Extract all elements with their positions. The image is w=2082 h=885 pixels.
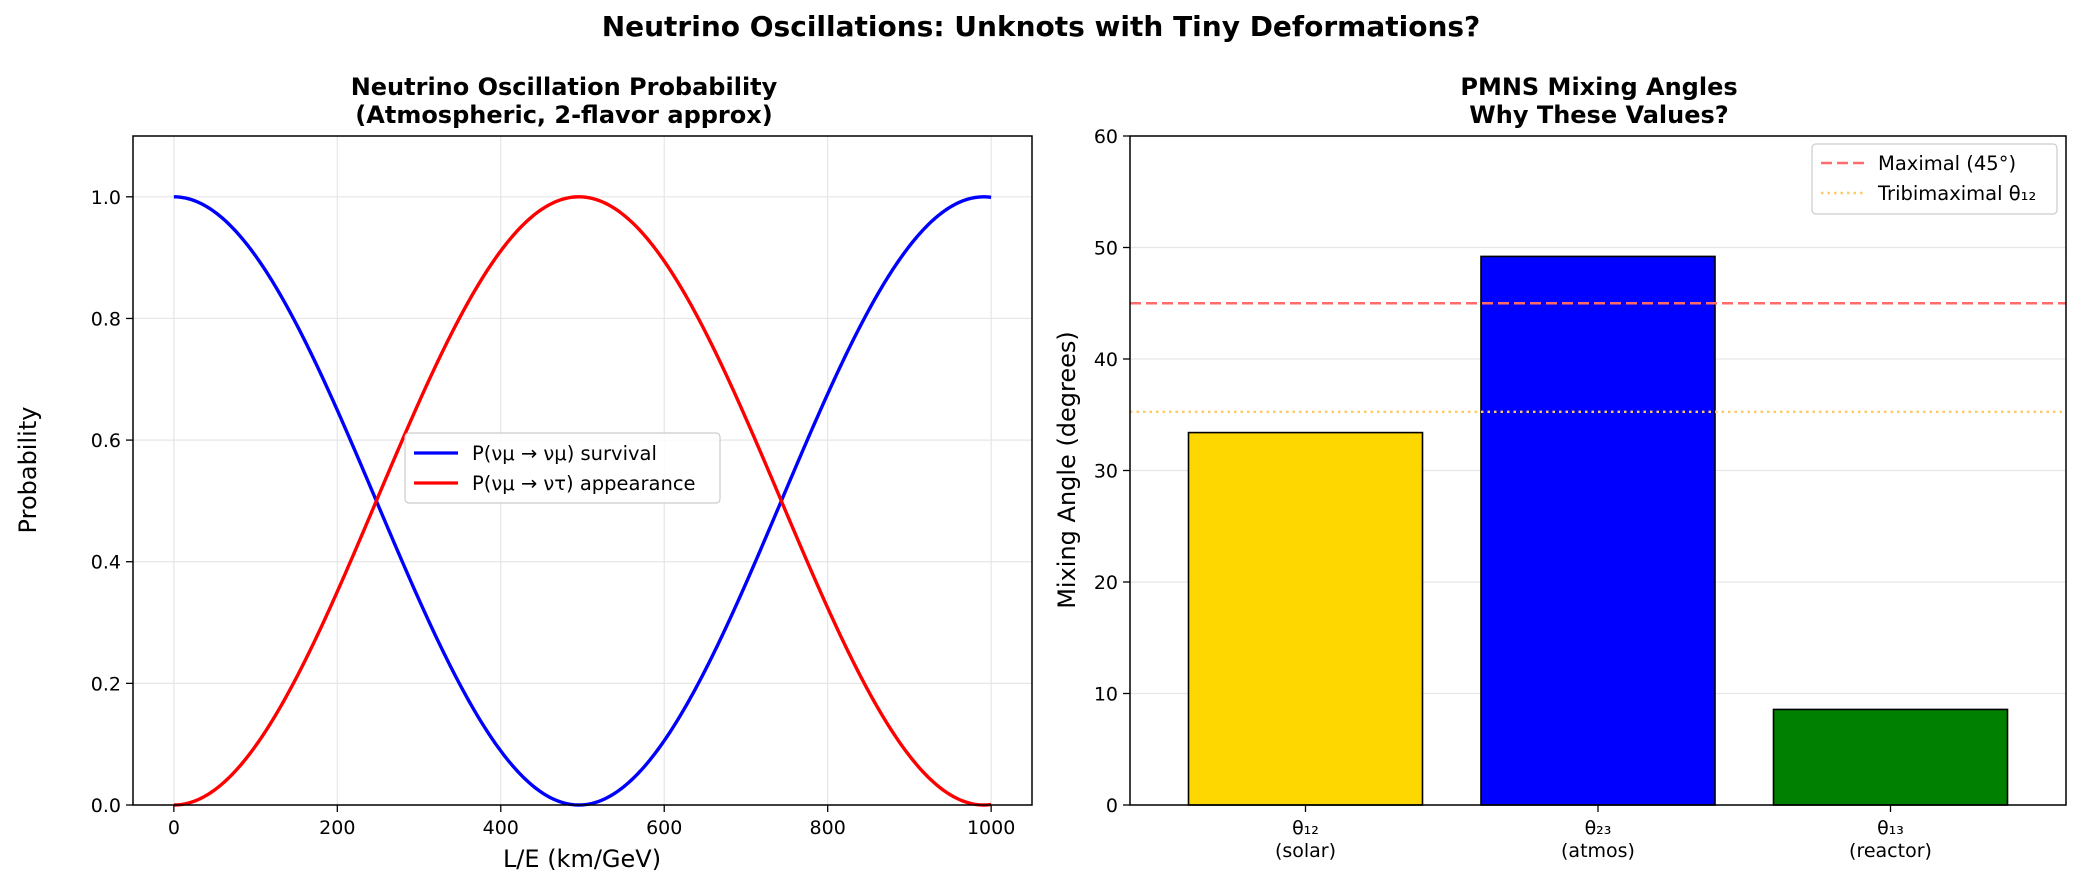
chart1-legend-label-survival: P(νμ → νμ) survival bbox=[472, 442, 657, 465]
chart1-legend: P(νμ → νμ) survival P(νμ → ντ) appearanc… bbox=[404, 432, 721, 504]
chart2-ytick-label: 60 bbox=[1094, 126, 1118, 148]
chart1-xtick-label: 200 bbox=[319, 817, 355, 839]
chart1-ylabel: Probability bbox=[14, 407, 42, 534]
chart2-xtick-label-name: (reactor) bbox=[1849, 840, 1932, 862]
chart2-reference-lines bbox=[1130, 302, 2066, 414]
chart1-ytick-label: 0.4 bbox=[91, 552, 121, 574]
chart2-ytick-label: 10 bbox=[1094, 684, 1118, 706]
chart2-xtick-label-name: (atmos) bbox=[1561, 840, 1635, 862]
chart1-ytick-label: 0.8 bbox=[91, 308, 121, 330]
chart1-xtick-label: 0 bbox=[168, 817, 180, 839]
chart1-xtick-label: 800 bbox=[810, 817, 846, 839]
chart2-ytick-label: 20 bbox=[1094, 572, 1118, 594]
chart2-legend: Maximal (45°) Tribimaximal θ₁₂ bbox=[1811, 143, 2058, 215]
chart2-bars bbox=[1187, 255, 2009, 806]
chart2-xtick-label-name: (solar) bbox=[1275, 840, 1336, 862]
chart2-xtick-label-symbol: θ₁₃ bbox=[1877, 817, 1904, 839]
chart1-ytick-label: 1.0 bbox=[91, 187, 121, 209]
chart2-ytick-label: 30 bbox=[1094, 461, 1118, 483]
chart2-xtick-label-symbol: θ₂₃ bbox=[1585, 817, 1612, 839]
chart1-title-line1: Neutrino Oscillation Probability bbox=[351, 73, 778, 101]
mixing-angles-chart: PMNS Mixing Angles Why These Values? 0 10… bbox=[1053, 73, 2067, 862]
chart2-bar-theta13 bbox=[1772, 708, 2009, 806]
chart2-title-line1: PMNS Mixing Angles bbox=[1460, 73, 1737, 101]
chart2-ticks: 0 10 20 30 40 50 60 θ₁₂(solar) θ₂₃(atmos) θ₁₃(rea… bbox=[1094, 126, 1932, 862]
chart2-bar-theta23 bbox=[1480, 255, 1716, 806]
oscillation-probability-chart: Neutrino Oscillation Probability (Atmosp… bbox=[14, 73, 1033, 873]
chart1-ticks: 0 200 400 600 800 1000 0.0 0.2 0.4 0.6 0.8 1.0 bbox=[91, 187, 1016, 839]
chart1-ytick-label: 0.6 bbox=[91, 430, 121, 452]
chart1-xtick-label: 400 bbox=[483, 817, 519, 839]
chart1-xtick-label: 1000 bbox=[967, 817, 1015, 839]
chart1-title-line2: (Atmospheric, 2-flavor approx) bbox=[355, 101, 772, 129]
chart2-ytick-label: 0 bbox=[1106, 795, 1118, 817]
chart1-xtick-label: 600 bbox=[646, 817, 682, 839]
chart2-ytick-label: 50 bbox=[1094, 238, 1118, 260]
chart2-ytick-label: 40 bbox=[1094, 349, 1118, 371]
chart1-plot-frame bbox=[132, 135, 1033, 806]
chart2-xtick-label-symbol: θ₁₂ bbox=[1292, 817, 1319, 839]
chart2-legend-label-maximal: Maximal (45°) bbox=[1878, 152, 2016, 175]
chart1-legend-label-appearance: P(νμ → ντ) appearance bbox=[472, 472, 696, 495]
chart2-ylabel: Mixing Angle (degrees) bbox=[1053, 331, 1081, 609]
chart2-title-line2: Why These Values? bbox=[1469, 101, 1728, 129]
chart1-line-appearance bbox=[173, 195, 992, 807]
chart2-bar-theta12 bbox=[1187, 431, 1424, 806]
chart1-legend-box bbox=[404, 432, 721, 504]
chart2-legend-box bbox=[1811, 143, 2058, 215]
chart1-ytick-label: 0.0 bbox=[91, 795, 121, 817]
chart1-xlabel: L/E (km/GeV) bbox=[503, 845, 661, 873]
figure-suptitle: Neutrino Oscillations: Unknots with Tiny… bbox=[602, 10, 1481, 43]
chart2-legend-label-tribimaximal: Tribimaximal θ₁₂ bbox=[1877, 182, 2036, 205]
chart1-ytick-label: 0.2 bbox=[91, 673, 121, 695]
